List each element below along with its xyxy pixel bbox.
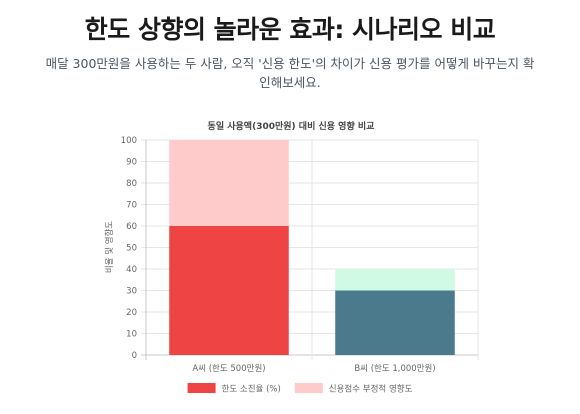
legend: 한도 소진율 (%) 신용점수 부정적 영향도 [187,383,413,395]
bars [169,140,455,355]
bar-segment [169,140,289,226]
legend-item: 신용점수 부정적 영향도 [294,383,413,395]
bar-segment [335,269,455,291]
y-tick-label: 100 [121,136,137,146]
bar-segment [169,226,289,355]
x-tick-label: B씨 (한도 1,000만원) [354,364,435,374]
legend-swatch [294,383,323,393]
y-tick-label: 30 [126,287,137,297]
y-tick-label: 80 [126,179,137,189]
y-tick-labels: 0 10 20 30 40 50 60 70 80 90 100 [121,136,137,361]
y-tick-label: 0 [132,351,137,361]
y-tick-label: 60 [126,222,137,232]
page-subtitle: 매달 300만원을 사용하는 두 사람, 오직 '신용 한도'의 차이가 신용 … [45,56,535,90]
y-tick-label: 50 [126,244,137,254]
y-tick-label: 10 [126,330,137,340]
y-tick-label: 20 [126,308,137,318]
y-tick-label: 40 [126,265,137,275]
legend-swatch [187,383,216,393]
y-axis-label: 비율 및 영향도 [104,221,115,274]
page-title: 한도 상향의 놀라운 효과: 시나리오 비교 [84,15,496,44]
y-tick-label: 90 [126,158,137,168]
legend-item: 한도 소진율 (%) [187,383,281,395]
legend-label: 신용점수 부정적 영향도 [329,384,413,395]
bar-segment [335,290,455,355]
stacked-bar-chart: 동일 사용액(300만원) 대비 신용 영향 비교 0 10 20 30 40 50 60 7… [104,120,479,395]
x-tick-labels: A씨 (한도 500만원) B씨 (한도 1,000만원) [192,364,435,374]
x-tick-label: A씨 (한도 500만원) [192,364,265,374]
legend-label: 한도 소진율 (%) [222,384,281,395]
y-tick-label: 70 [126,201,137,211]
chart-title: 동일 사용액(300만원) 대비 신용 영향 비교 [208,120,375,132]
